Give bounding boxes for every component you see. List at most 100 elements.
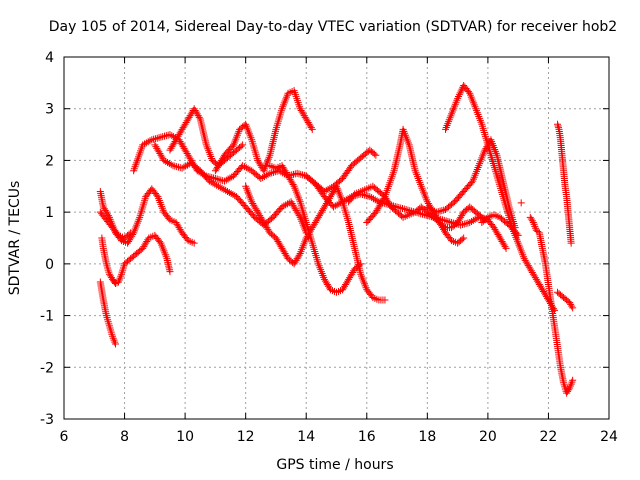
data-point [216, 183, 224, 191]
data-point [218, 184, 226, 192]
data-point [280, 202, 288, 210]
series-track-19 [554, 288, 577, 312]
y-tick-label: 4 [45, 50, 54, 66]
data-point [366, 193, 374, 201]
data-point [300, 171, 308, 179]
data-point [331, 202, 339, 210]
data-point [171, 162, 179, 170]
data-point [259, 173, 267, 181]
chart-title: Day 105 of 2014, Sidereal Day-to-day VTE… [49, 19, 617, 35]
data-point [144, 138, 152, 146]
series-track-10 [266, 162, 365, 296]
data-point [337, 199, 345, 207]
data-point [370, 150, 378, 158]
y-tick-label: 3 [45, 102, 54, 118]
data-point [434, 208, 442, 216]
data-point [160, 156, 168, 164]
grid-lines [64, 57, 609, 419]
data-point [224, 175, 232, 183]
series-track-20 [554, 120, 575, 247]
data-point [482, 215, 490, 223]
data-point [373, 197, 381, 205]
data-point [427, 205, 435, 213]
data-point [166, 268, 174, 276]
data-point [166, 131, 174, 139]
data-point [364, 192, 372, 200]
series-track-2 [98, 231, 174, 288]
data-point [239, 141, 247, 149]
data-point [322, 186, 330, 194]
data-point [340, 197, 348, 205]
data-point [169, 162, 177, 170]
data-point [295, 170, 303, 178]
data-point [417, 210, 425, 218]
data-point [219, 177, 227, 185]
data-point [142, 139, 150, 147]
data-point [517, 199, 525, 207]
data-point [237, 142, 245, 150]
data-point [397, 204, 405, 212]
data-point [225, 188, 233, 196]
x-tick-label: 10 [176, 429, 194, 445]
series-track-17 [517, 199, 525, 207]
y-tick-label: 0 [45, 257, 54, 273]
series-track-4 [96, 208, 135, 242]
series-track-1 [96, 278, 119, 348]
data-point [165, 160, 173, 168]
data-point [442, 217, 450, 225]
data-point [229, 191, 237, 199]
data-point [214, 182, 222, 190]
data-point [205, 177, 213, 185]
data-point [471, 215, 479, 223]
data-point [440, 216, 448, 224]
data-point [148, 136, 156, 144]
data-point [502, 244, 510, 252]
series-track-13 [345, 182, 510, 252]
data-point [268, 169, 276, 177]
data-point [240, 163, 248, 171]
data-point [153, 134, 161, 142]
data-point [215, 176, 223, 184]
data-point [146, 137, 154, 145]
data-point [151, 135, 159, 143]
data-point [339, 198, 347, 206]
data-point [555, 124, 563, 132]
data-point [161, 132, 169, 140]
data-point [372, 151, 380, 159]
data-point [226, 174, 234, 182]
series-track-8 [211, 87, 316, 175]
data-point [224, 187, 231, 195]
data-point [425, 204, 433, 212]
data-point [195, 113, 203, 121]
x-tick-label: 22 [540, 429, 558, 445]
data-marks [96, 81, 577, 397]
data-point [466, 218, 474, 226]
data-point [290, 170, 298, 178]
data-point [164, 158, 172, 166]
data-point [211, 175, 219, 183]
data-point [464, 219, 472, 227]
data-point [213, 181, 221, 189]
data-point [368, 194, 376, 202]
data-point [222, 176, 230, 184]
data-point [554, 122, 562, 130]
data-point [333, 201, 341, 209]
data-point [423, 203, 431, 211]
data-point [141, 140, 149, 148]
data-point [458, 221, 466, 229]
x-tick-label: 14 [297, 429, 315, 445]
data-point [357, 260, 365, 268]
data-point [239, 162, 247, 170]
data-point [176, 164, 184, 172]
data-point [362, 192, 370, 200]
data-point [399, 205, 407, 213]
data-point [162, 157, 170, 165]
data-point [111, 280, 119, 288]
x-axis-label: GPS time / hours [276, 457, 393, 473]
series-track-12 [363, 125, 468, 247]
data-point [565, 386, 573, 394]
data-point [528, 217, 536, 225]
data-point [567, 239, 575, 247]
data-point [127, 229, 135, 237]
